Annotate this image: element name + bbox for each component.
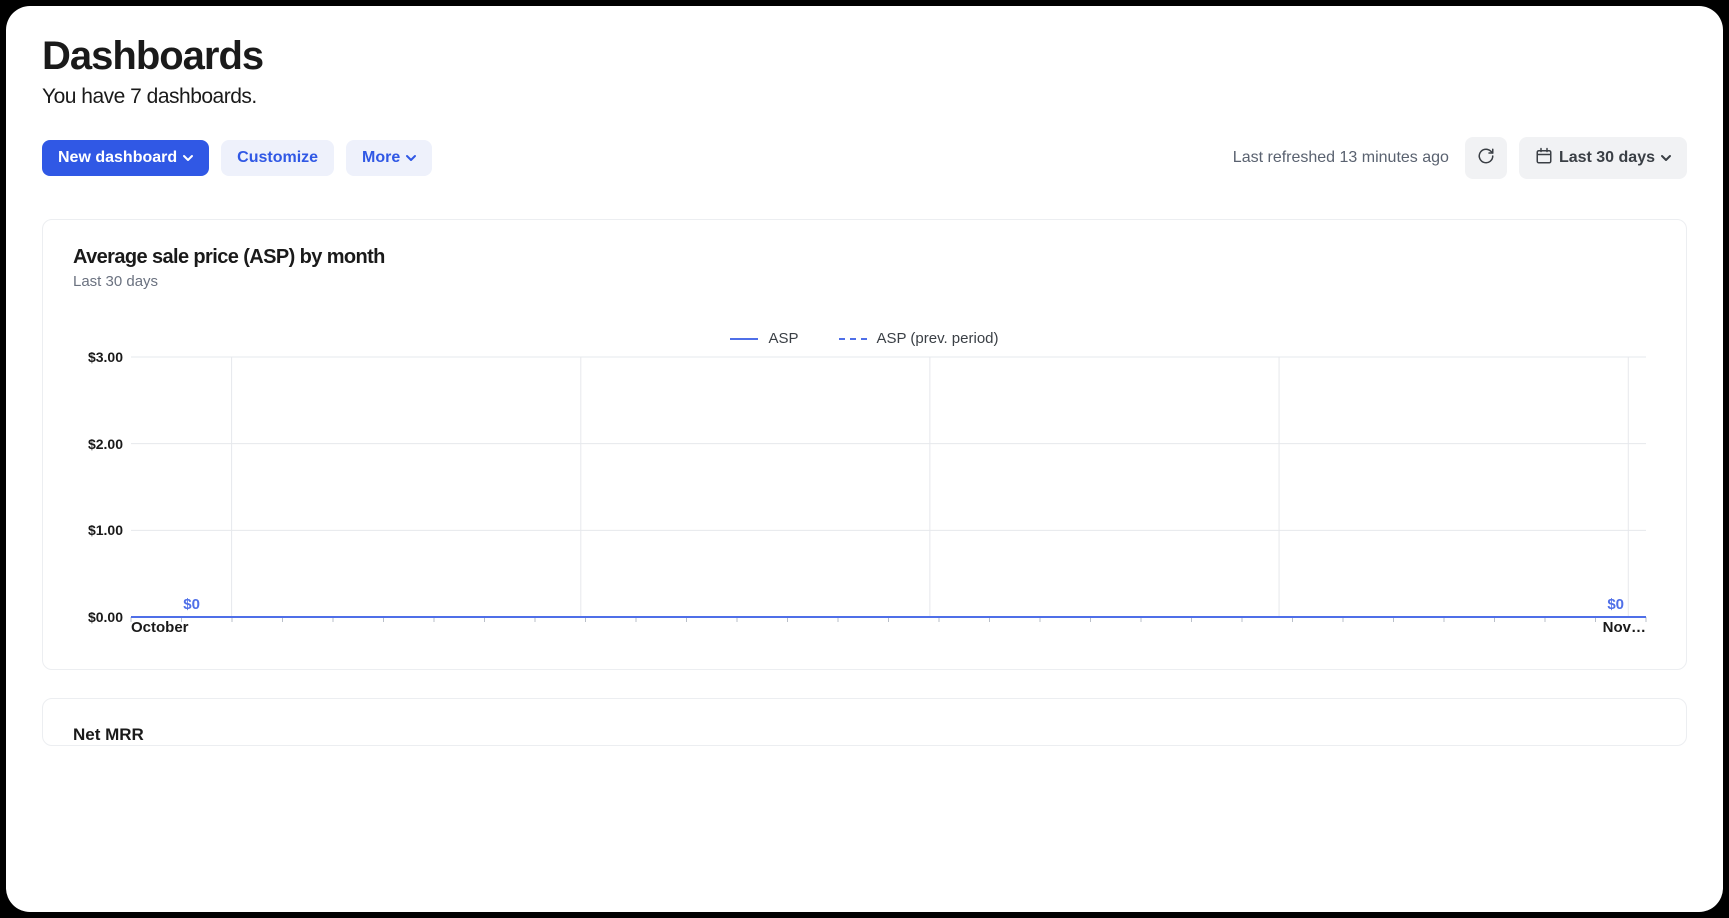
x-tick-label: October bbox=[131, 619, 189, 636]
asp-panel-title: Average sale price (ASP) by month bbox=[73, 246, 1656, 269]
chart-callout: $0 bbox=[183, 596, 200, 617]
last-refreshed-text: Last refreshed 13 minutes ago bbox=[1233, 149, 1449, 167]
y-tick-label: $0.00 bbox=[73, 609, 123, 625]
page-subtitle: You have 7 dashboards. bbox=[42, 85, 1687, 109]
new-dashboard-button[interactable]: New dashboard bbox=[42, 140, 209, 176]
chevron-down-icon bbox=[406, 153, 416, 163]
legend-swatch bbox=[730, 338, 758, 340]
page-title: Dashboards bbox=[42, 34, 1687, 79]
asp-x-axis: October Nov… bbox=[131, 617, 1646, 639]
asp-plot: $0 $0 bbox=[131, 357, 1646, 617]
legend-label: ASP (prev. period) bbox=[877, 330, 999, 347]
chart-callout: $0 bbox=[1607, 596, 1624, 617]
calendar-icon bbox=[1535, 147, 1553, 169]
asp-panel-subtitle: Last 30 days bbox=[73, 273, 1656, 290]
more-button[interactable]: More bbox=[346, 140, 432, 176]
toolbar: New dashboard Customize More Last refres… bbox=[42, 137, 1687, 179]
app-window: Dashboards You have 7 dashboards. New da… bbox=[6, 6, 1723, 912]
y-tick-label: $1.00 bbox=[73, 522, 123, 538]
legend-label: ASP bbox=[768, 330, 798, 347]
y-tick-label: $3.00 bbox=[73, 349, 123, 365]
legend-item: ASP (prev. period) bbox=[839, 330, 999, 347]
refresh-icon bbox=[1477, 147, 1495, 169]
chevron-down-icon bbox=[1661, 153, 1671, 163]
customize-button[interactable]: Customize bbox=[221, 140, 334, 176]
customize-label: Customize bbox=[237, 150, 318, 166]
asp-panel: Average sale price (ASP) by month Last 3… bbox=[42, 219, 1687, 670]
net-mrr-panel: Net MRR bbox=[42, 698, 1687, 746]
more-label: More bbox=[362, 150, 400, 166]
y-tick-label: $2.00 bbox=[73, 436, 123, 452]
asp-chart-legend: ASP ASP (prev. period) bbox=[73, 330, 1656, 347]
x-tick-label: Nov… bbox=[1603, 619, 1646, 636]
refresh-button[interactable] bbox=[1465, 137, 1507, 179]
legend-item: ASP bbox=[730, 330, 798, 347]
date-range-button[interactable]: Last 30 days bbox=[1519, 137, 1687, 179]
net-mrr-title: Net MRR bbox=[73, 725, 1656, 745]
date-range-label: Last 30 days bbox=[1559, 150, 1655, 166]
legend-swatch bbox=[839, 338, 867, 340]
new-dashboard-label: New dashboard bbox=[58, 150, 177, 166]
page-content: Dashboards You have 7 dashboards. New da… bbox=[6, 6, 1723, 912]
asp-chart: ASP ASP (prev. period) $0 $0 $0.00 $1.00 $2.… bbox=[73, 330, 1656, 639]
asp-chart-area: $0$0 $0.00$1.00$2.00$3.00 bbox=[73, 357, 1656, 617]
chevron-down-icon bbox=[183, 153, 193, 163]
